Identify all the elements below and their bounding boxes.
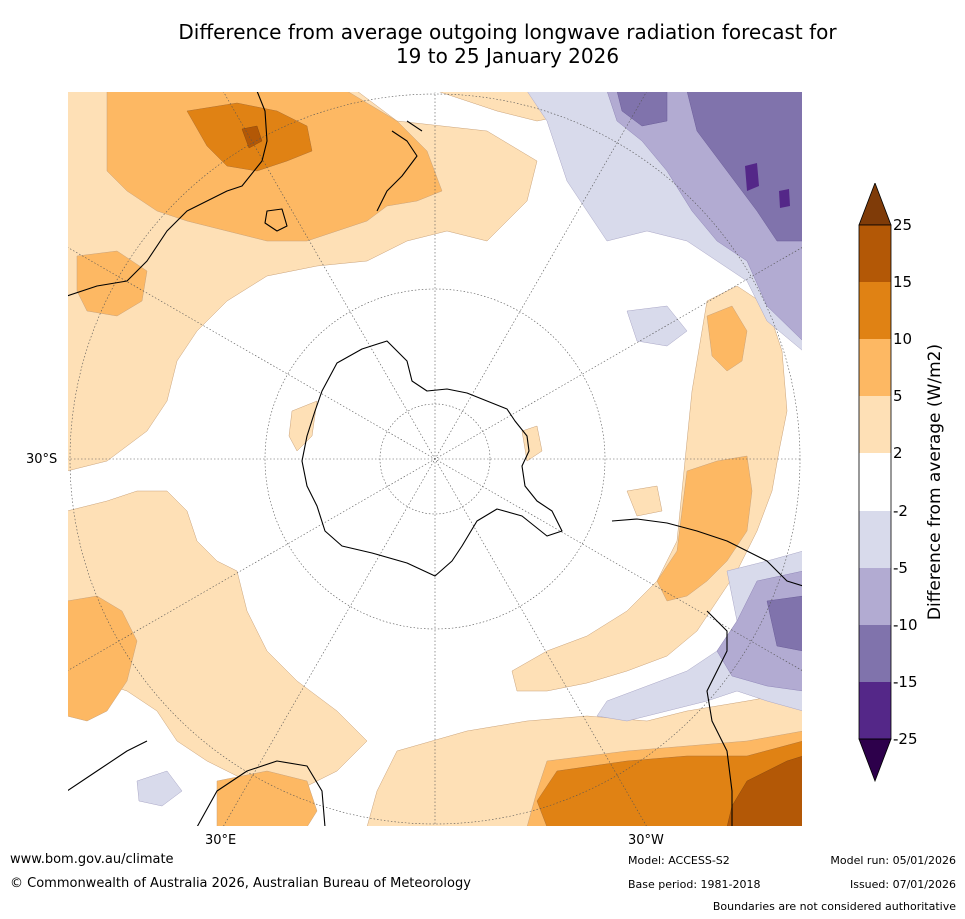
longitude-label-30e: 30°E	[205, 833, 237, 848]
copyright-text: © Commonwealth of Australia 2026, Austra…	[10, 876, 471, 891]
new-zealand-outline	[376, 120, 423, 212]
colorbar-band-10-15	[859, 282, 891, 339]
colorbar-tick: 2	[893, 444, 903, 462]
colorbar-tick: 25	[893, 216, 913, 234]
australia-outline	[67, 91, 268, 297]
colorbar-tick: 5	[893, 387, 903, 405]
model-text: Model: ACCESS-S2	[628, 854, 730, 867]
colorbar-top-arrow	[858, 181, 892, 226]
longitude-label-30w: 30°W	[628, 833, 664, 848]
south-america-outline	[611, 518, 803, 827]
map-title: Difference from average outgoing longwav…	[100, 20, 915, 68]
title-line-1: Difference from average outgoing longwav…	[178, 20, 837, 44]
colorbar-tick: -25	[893, 730, 918, 748]
colorbar-band-5-10	[859, 339, 891, 396]
polar-map	[67, 91, 803, 827]
colorbar-band-m5-m10	[859, 568, 891, 625]
latitude-label-30s: 30°S	[26, 452, 58, 467]
antarctica-outline	[301, 340, 563, 577]
model-run-text: Model run: 05/01/2026	[830, 854, 956, 867]
colorbar-tick: 10	[893, 330, 913, 348]
map-svg	[67, 91, 803, 827]
website-link[interactable]: www.bom.gov.au/climate	[10, 852, 174, 867]
coastlines	[67, 91, 803, 827]
tasmania-outline	[264, 208, 288, 232]
colorbar	[858, 181, 892, 787]
anomaly-minus-15-to-minus-25-regions	[745, 163, 790, 208]
colorbar-tick: -15	[893, 673, 918, 691]
colorbar-band-m15-m25	[859, 682, 891, 739]
colorbar-tick: -2	[893, 502, 908, 520]
colorbar-tick: -10	[893, 616, 918, 634]
base-period-text: Base period: 1981-2018	[628, 878, 761, 891]
colorbar-band-m10-m15	[859, 625, 891, 682]
colorbar-band-m2-m5	[859, 511, 891, 568]
africa-outline	[67, 740, 326, 827]
title-line-2: 19 to 25 January 2026	[395, 44, 620, 68]
graticule	[67, 91, 803, 827]
colorbar-band-2-5	[859, 396, 891, 453]
colorbar-band-15-25	[859, 225, 891, 282]
colorbar-tick: 15	[893, 273, 913, 291]
colorbar-label: Difference from average (W/m2)	[925, 343, 945, 621]
issued-text: Issued: 07/01/2026	[849, 878, 956, 891]
colorbar-bottom-arrow	[858, 738, 892, 783]
colorbar-band-neutral	[859, 453, 891, 511]
colorbar-tick: -5	[893, 559, 908, 577]
disclaimer-text: Boundaries are not considered authoritat…	[712, 900, 956, 913]
